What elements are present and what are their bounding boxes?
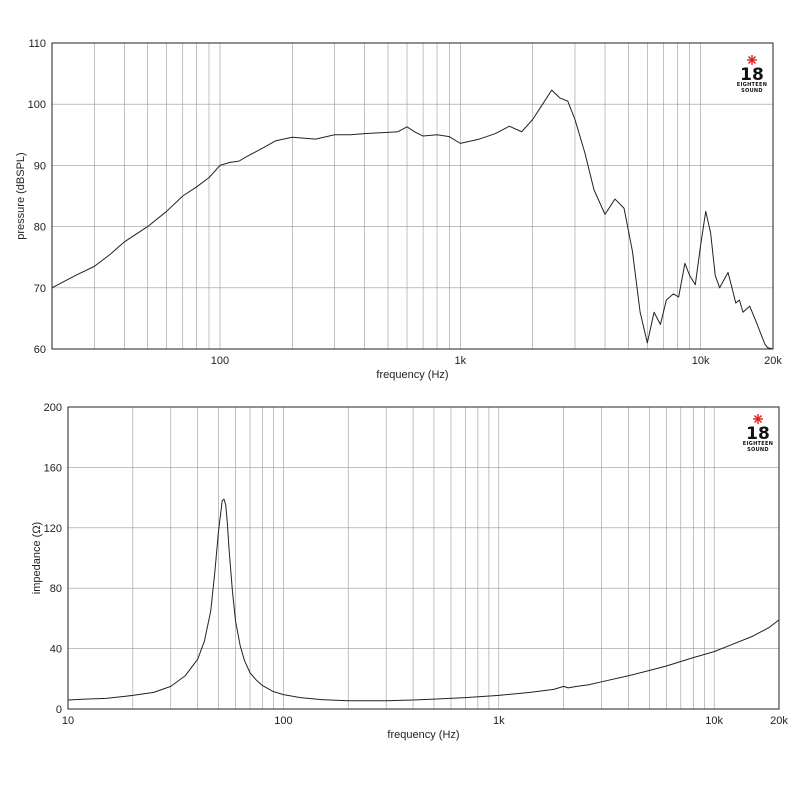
spl-chart: 60 70 80 90 100 110 100 1k 10k 20k frequency (Hz) p… <box>15 38 782 381</box>
grid <box>52 42 773 350</box>
impedance-chart: 0 40 80 120 160 200 10 100 1k 10k 20k frequency (Hz… <box>31 402 788 741</box>
logo-line-1: EIGHTEEN <box>737 82 767 88</box>
x-tick-label: 100 <box>274 715 292 727</box>
logo-number: 18 <box>746 424 770 444</box>
plot-frame <box>51 42 774 350</box>
x-tick-label: 100 <box>211 355 229 367</box>
star-icon <box>753 414 763 424</box>
y-tick-label: 40 <box>50 644 62 656</box>
x-tick-label: 10 <box>62 715 74 727</box>
spl-curve <box>51 89 774 350</box>
y-tick-label: 90 <box>34 160 46 172</box>
y-tick-label: 80 <box>50 583 62 595</box>
impedance-curve <box>67 498 780 702</box>
star-ray <box>753 414 763 424</box>
star-ray <box>747 55 757 65</box>
y-tick-label: 120 <box>44 523 62 535</box>
y-axis-label: impedance (Ω) <box>31 522 43 594</box>
logo-line-2: SOUND <box>747 447 769 453</box>
y-tick-label: 60 <box>34 344 46 356</box>
logo-line-2: SOUND <box>741 88 763 94</box>
x-axis-label: frequency (Hz) <box>387 729 459 741</box>
y-tick-label: 80 <box>34 222 46 234</box>
x-tick-label: 1k <box>455 355 467 367</box>
logo-number: 18 <box>740 65 764 85</box>
y-axis-label: pressure (dBSPL) <box>15 152 27 239</box>
x-tick-label: 10k <box>692 355 710 367</box>
y-tick-label: 70 <box>34 283 46 295</box>
star-icon <box>747 55 757 65</box>
y-tick-label: 100 <box>28 99 46 111</box>
x-tick-label: 10k <box>705 715 723 727</box>
x-axis-label: frequency (Hz) <box>376 369 448 381</box>
y-tick-label: 160 <box>44 462 62 474</box>
x-tick-label: 1k <box>493 715 505 727</box>
y-tick-label: 200 <box>44 402 62 414</box>
x-tick-label: 20k <box>770 715 788 727</box>
logo-line-1: EIGHTEEN <box>743 441 773 447</box>
plot-frame <box>67 406 780 710</box>
x-tick-label: 20k <box>764 355 782 367</box>
y-tick-label: 110 <box>28 38 46 50</box>
y-tick-label: 0 <box>56 704 62 716</box>
